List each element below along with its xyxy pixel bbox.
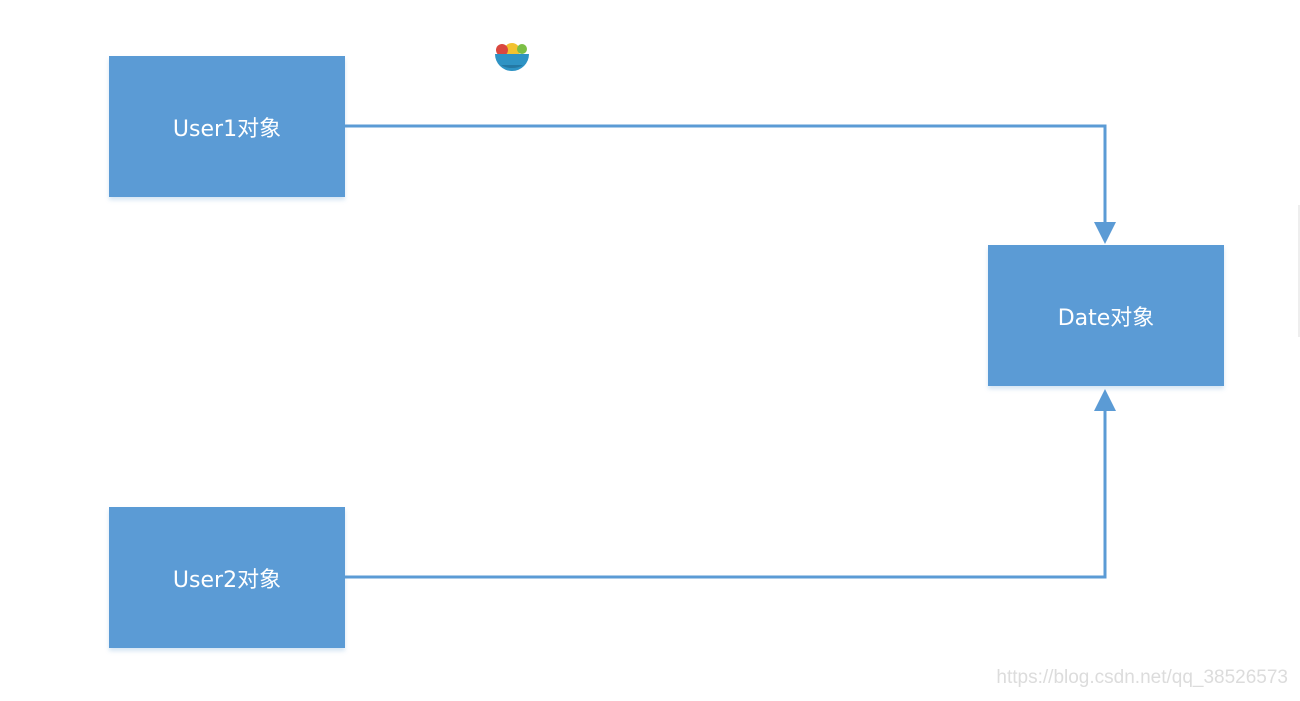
node-user2-label: User2对象 — [172, 567, 282, 593]
arrowhead-down-icon — [1094, 222, 1116, 244]
edge-user1-to-date — [345, 124, 1107, 224]
bowl-logo-icon — [495, 43, 529, 71]
node-user1: User1对象 — [109, 56, 345, 197]
arrowhead-up-icon — [1094, 389, 1116, 411]
watermark: https://blog.csdn.net/qq_38526573 — [996, 667, 1288, 688]
node-date-label: Date对象 — [1057, 305, 1155, 331]
edge-user2-to-date — [345, 409, 1107, 579]
node-user1-label: User1对象 — [172, 116, 282, 142]
node-user2: User2对象 — [109, 507, 345, 648]
node-date: Date对象 — [988, 245, 1224, 386]
right-edge-divider — [1298, 205, 1300, 337]
